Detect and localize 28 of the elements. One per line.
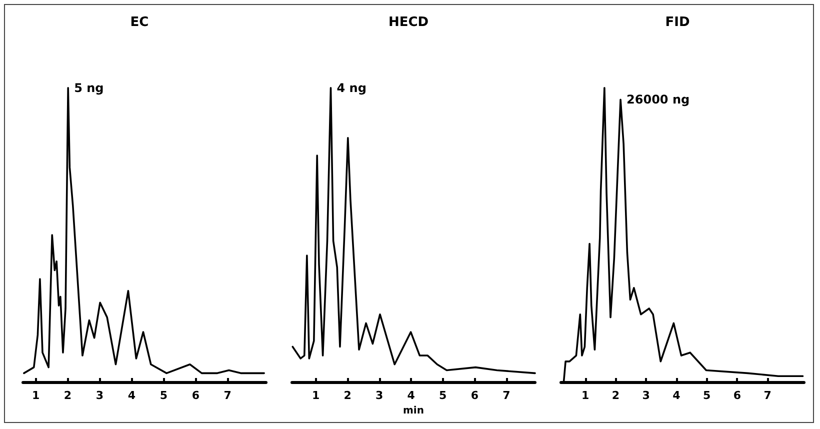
annotation: 4 ng	[336, 80, 366, 95]
x-tick-label: 2	[64, 389, 72, 402]
x-tick-label: 4	[672, 389, 681, 402]
x-axis-title: min	[403, 406, 424, 416]
x-tick-label: 5	[160, 389, 168, 402]
x-tick-label: 2	[612, 389, 620, 402]
annotation: 26000 ng	[626, 92, 690, 107]
x-tick-label: 3	[96, 389, 104, 402]
x-tick-label: 4	[128, 389, 136, 402]
x-tick-label: 1	[32, 389, 40, 402]
x-tick-label: 5	[702, 389, 711, 402]
chart-title: FID	[665, 15, 690, 30]
x-tick-label: 7	[224, 389, 232, 402]
x-tick-label: 7	[764, 389, 772, 402]
x-tick-label: 6	[470, 389, 479, 402]
x-tick-label: 7	[502, 389, 510, 402]
x-tick-label: 2	[344, 389, 352, 402]
x-tick-label: 1	[312, 389, 320, 402]
chart-title: EC	[130, 15, 149, 30]
x-tick-label: 4	[407, 389, 416, 402]
x-tick-label: 5	[439, 389, 447, 402]
annotation: 5 ng	[74, 80, 104, 95]
x-tick-label: 6	[192, 389, 200, 402]
x-tick-label: 6	[733, 389, 742, 402]
x-tick-label: 1	[581, 389, 590, 402]
chart-title: HECD	[388, 15, 429, 30]
x-tick-label: 3	[642, 389, 650, 402]
x-tick-label: 3	[376, 389, 384, 402]
